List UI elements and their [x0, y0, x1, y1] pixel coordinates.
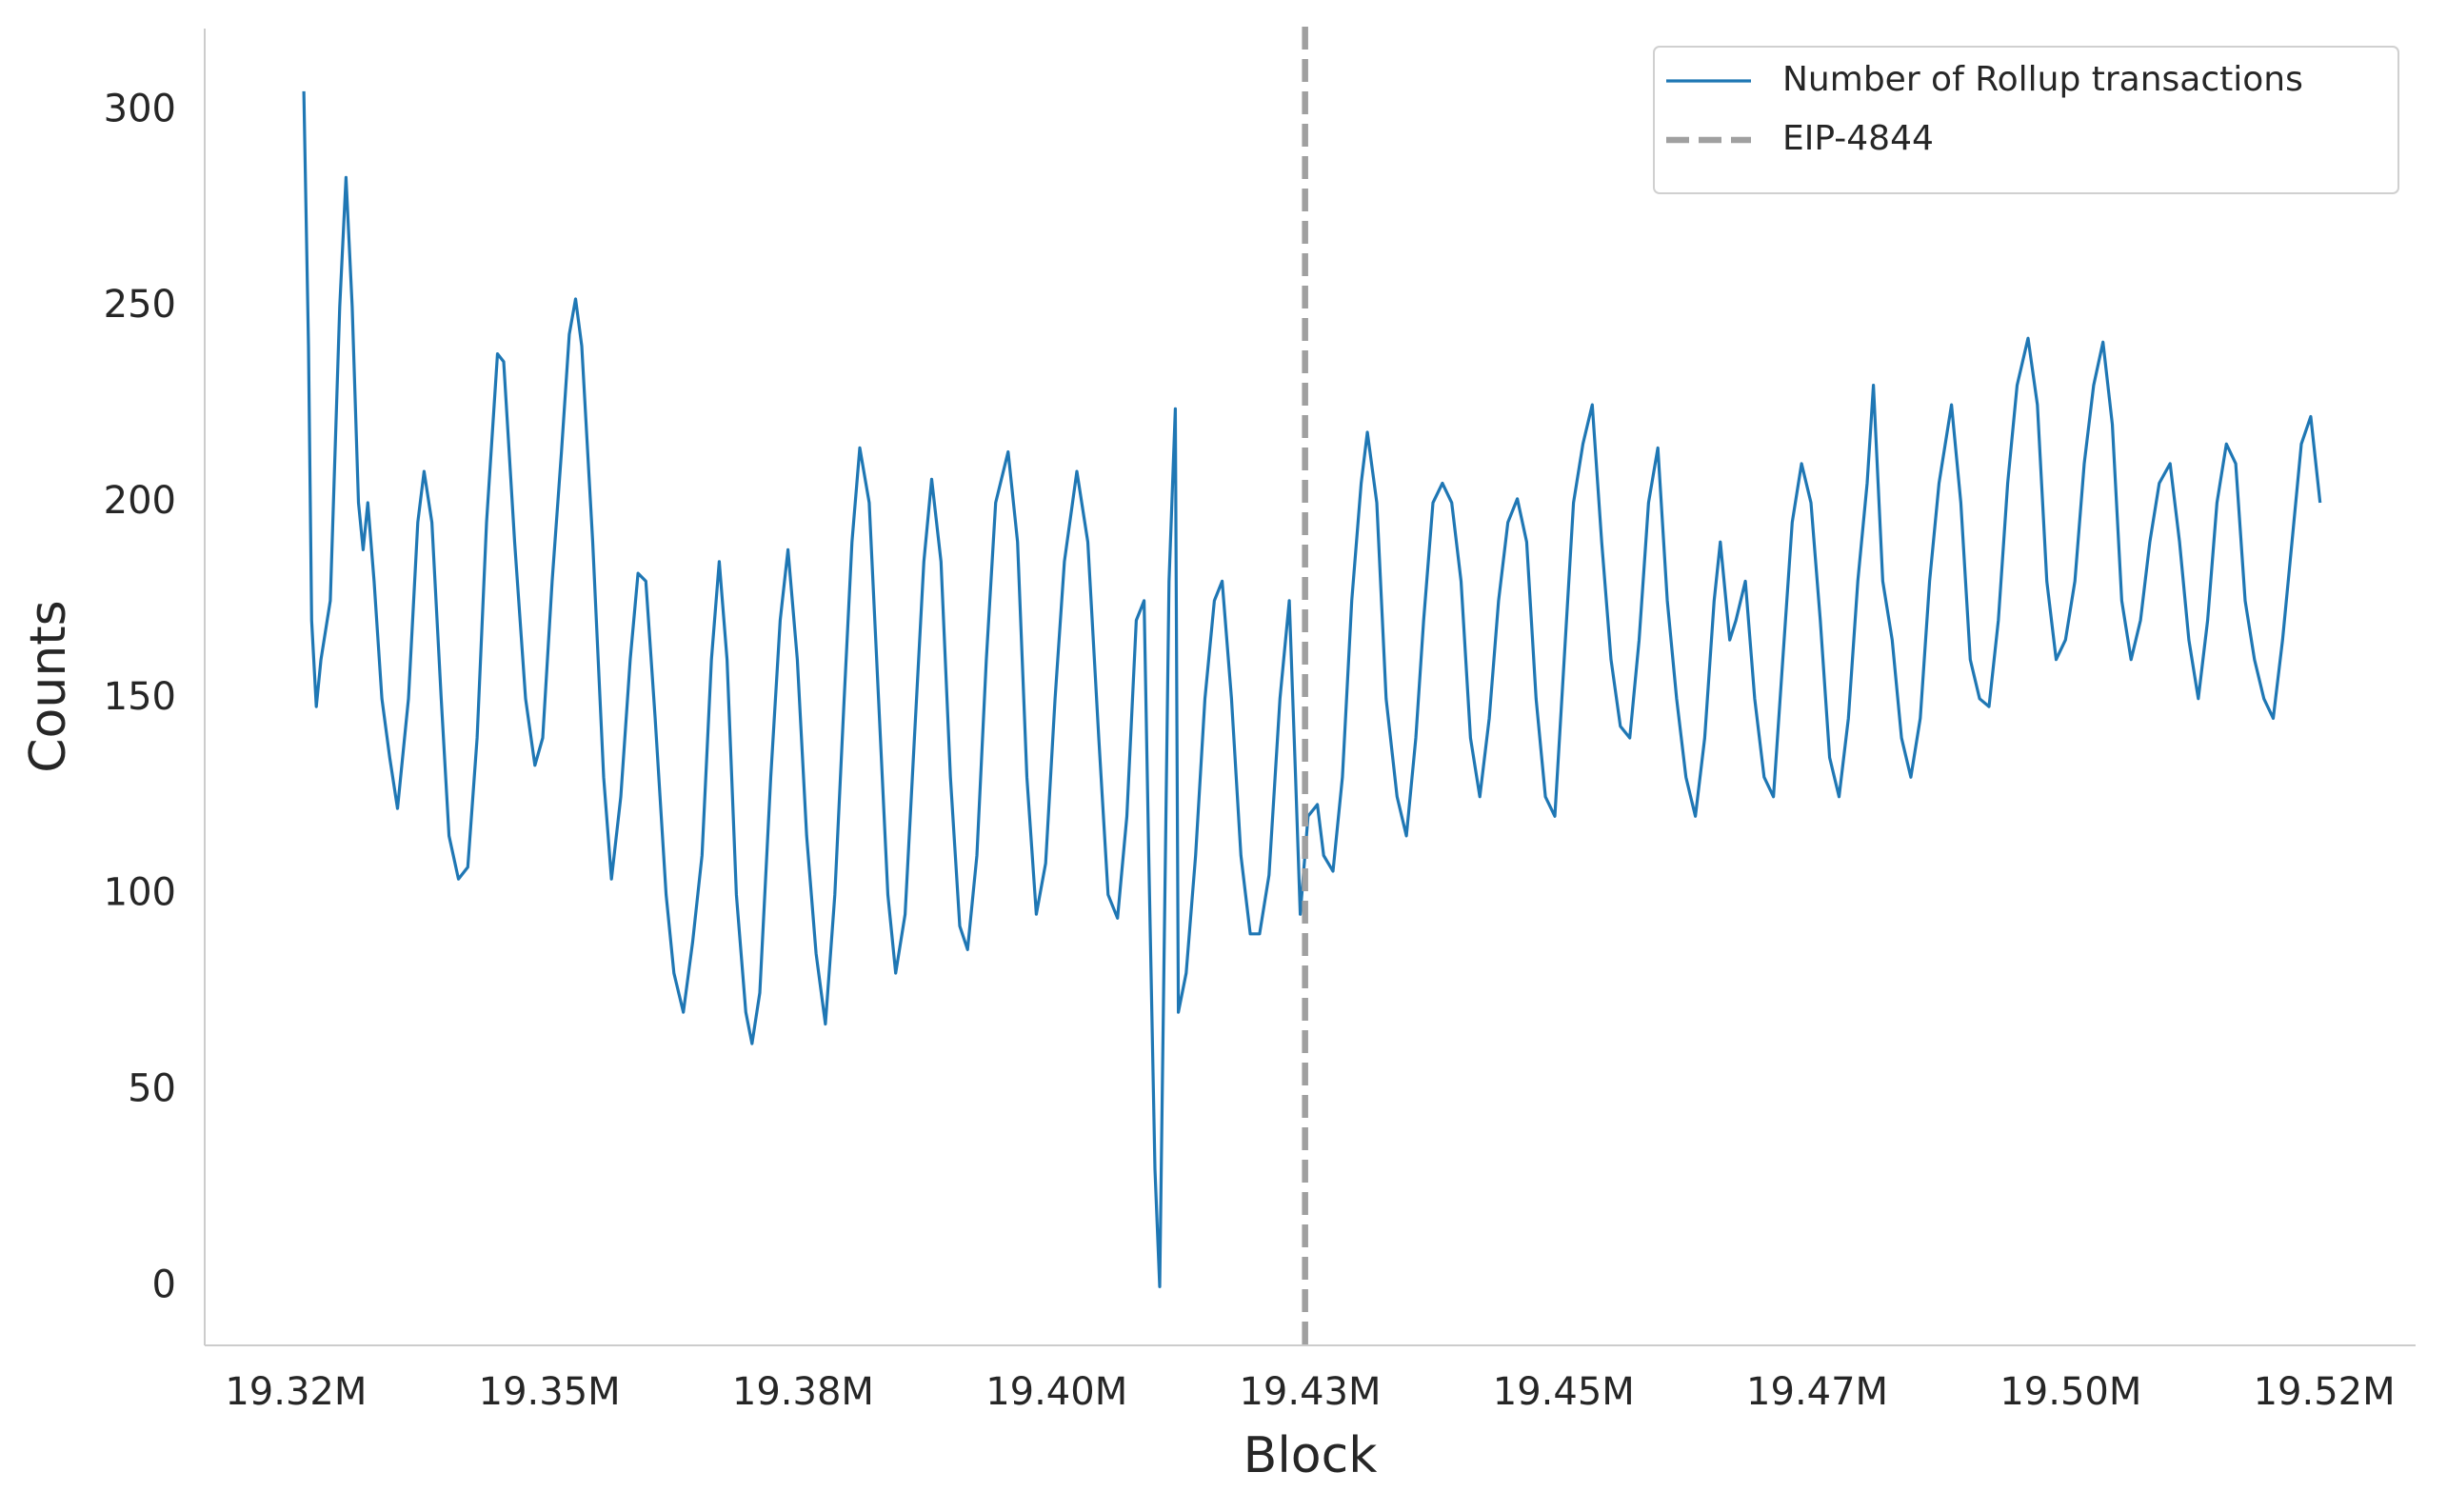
y-tick-label: 300 — [104, 87, 176, 130]
y-tick-label: 100 — [104, 871, 176, 915]
legend-box — [1653, 46, 2399, 194]
y-tick-label: 0 — [152, 1263, 176, 1306]
x-tick-label: 19.43M — [1239, 1370, 1381, 1414]
x-tick-label: 19.38M — [732, 1370, 874, 1414]
y-tick-label: 50 — [128, 1066, 176, 1110]
y-tick-label: 150 — [104, 675, 176, 719]
x-tick-label: 19.32M — [225, 1370, 367, 1414]
x-tick-label: 19.52M — [2254, 1370, 2396, 1414]
x-tick-label: 19.47M — [1746, 1370, 1888, 1414]
legend-label: Number of Rollup transactions — [1782, 60, 2303, 99]
y-tick-label: 250 — [104, 283, 176, 327]
legend-label: EIP-4844 — [1782, 119, 1934, 158]
y-tick-label: 200 — [104, 479, 176, 523]
y-axis-label: Counts — [20, 600, 77, 773]
data-line — [302, 90, 2322, 1288]
x-tick-label: 19.50M — [1999, 1370, 2141, 1414]
x-axis-label: Block — [1243, 1427, 1378, 1484]
x-tick-label: 19.40M — [985, 1370, 1127, 1414]
x-tick-label: 19.35M — [479, 1370, 621, 1414]
x-tick-label: 19.45M — [1493, 1370, 1635, 1414]
